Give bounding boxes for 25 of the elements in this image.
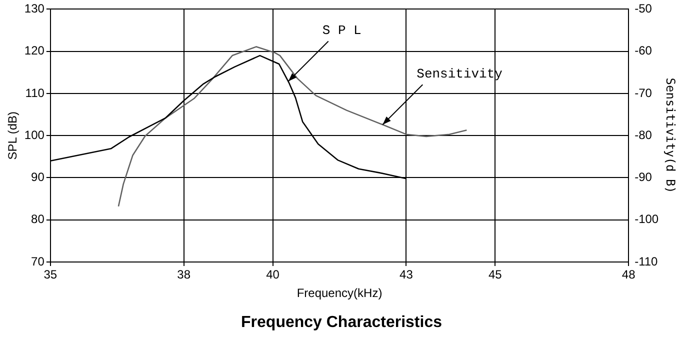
y-axis-title: SPL (dB) bbox=[6, 111, 20, 160]
x-tick-label: 38 bbox=[177, 268, 191, 282]
y2-tick-label: -60 bbox=[634, 44, 652, 58]
x-tick-label: 48 bbox=[622, 268, 636, 282]
x-tick-label: 43 bbox=[400, 268, 414, 282]
x-tick-label: 40 bbox=[266, 268, 280, 282]
y-tick-label: 100 bbox=[24, 128, 45, 142]
y-tick-label: 80 bbox=[31, 212, 45, 226]
y2-tick-label: -50 bbox=[634, 2, 652, 16]
y-tick-label: 70 bbox=[31, 254, 45, 268]
y2-tick-label: -110 bbox=[634, 254, 658, 268]
x-tick-label: 45 bbox=[488, 268, 502, 282]
y2-tick-label: -90 bbox=[634, 170, 652, 184]
x-axis-title: Frequency(kHz) bbox=[296, 286, 382, 300]
y-tick-label: 90 bbox=[31, 170, 45, 184]
y2-axis-title: Sensitivity(d B) bbox=[664, 78, 678, 194]
y2-tick-label: -80 bbox=[634, 128, 652, 142]
text: Frequency Characteristics bbox=[241, 314, 442, 331]
y-tick-label: 110 bbox=[25, 86, 45, 100]
annotation: S P L bbox=[322, 23, 362, 38]
y-tick-label: 120 bbox=[24, 44, 45, 58]
x-tick-label: 35 bbox=[44, 268, 58, 282]
y2-tick-label: -100 bbox=[634, 212, 659, 226]
y2-tick-label: -70 bbox=[634, 86, 652, 100]
y-tick-label: 130 bbox=[24, 2, 45, 16]
